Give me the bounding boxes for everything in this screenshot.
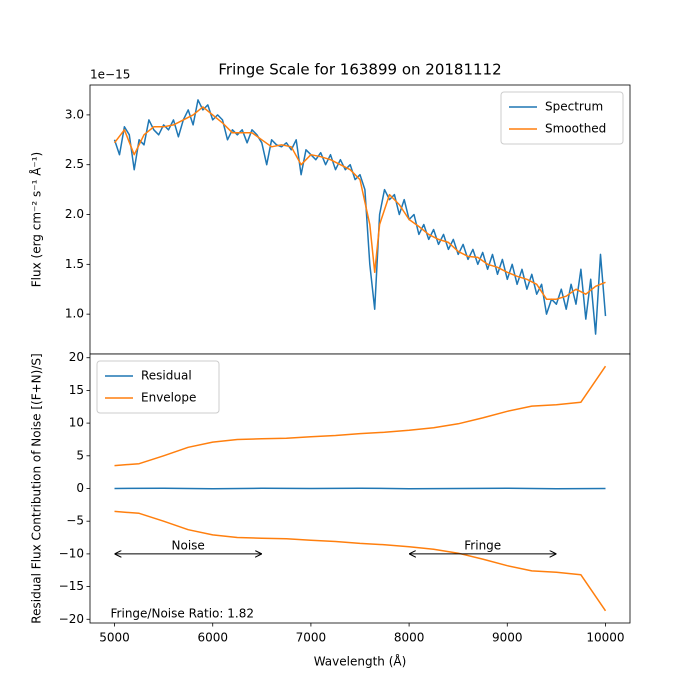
y-tick-label: −20 (59, 612, 84, 626)
y-tick-label: 0 (76, 481, 84, 495)
y-tick-label: −5 (66, 514, 84, 528)
x-tick-label: 5000 (99, 631, 130, 645)
annotation: Fringe/Noise Ratio: 1.82 (111, 607, 254, 621)
y-tick-label: 1.0 (65, 307, 84, 321)
series-line (113, 106, 606, 300)
y-tick-label: 3.0 (65, 107, 84, 121)
series-line (113, 99, 607, 335)
series-line-lower (114, 510, 607, 612)
y-axis-label: Flux (erg cm⁻² s⁻¹ Å⁻¹) (29, 152, 44, 287)
y-tick-label: 20 (69, 350, 84, 364)
series-line (114, 487, 606, 490)
x-tick-label: 6000 (197, 631, 228, 645)
y-tick-label: 10 (69, 416, 84, 430)
y-axis-label: Residual Flux Contribution of Noise [(F+… (30, 353, 44, 623)
legend-label: Spectrum (545, 100, 603, 114)
series-line (114, 365, 607, 467)
x-tick-label: 8000 (394, 631, 425, 645)
y-tick-label: 2.0 (65, 207, 84, 221)
chart-title: Fringe Scale for 163899 on 20181112 (218, 61, 501, 79)
y-tick-label: 2.5 (65, 157, 84, 171)
arrow-label: Noise (172, 538, 205, 552)
legend-box (500, 91, 624, 145)
y-tick-label: −10 (59, 546, 84, 560)
legend-box (96, 360, 220, 414)
x-axis-label: Wavelength (Å) (314, 654, 407, 669)
arrow-label: Fringe (464, 538, 501, 552)
y-tick-label: 15 (69, 383, 84, 397)
offset-label: 1e−15 (90, 68, 130, 82)
legend-label: Envelope (141, 391, 196, 405)
x-tick-label: 7000 (296, 631, 327, 645)
legend-label: Residual (141, 369, 192, 383)
x-tick-label: 9000 (492, 631, 523, 645)
axes-frame (89, 353, 631, 624)
legend-label: Smoothed (545, 122, 606, 136)
x-tick-label: 10000 (586, 631, 624, 645)
y-tick-label: −15 (59, 579, 84, 593)
y-tick-label: 5 (76, 448, 84, 462)
y-tick-label: 1.5 (65, 257, 84, 271)
